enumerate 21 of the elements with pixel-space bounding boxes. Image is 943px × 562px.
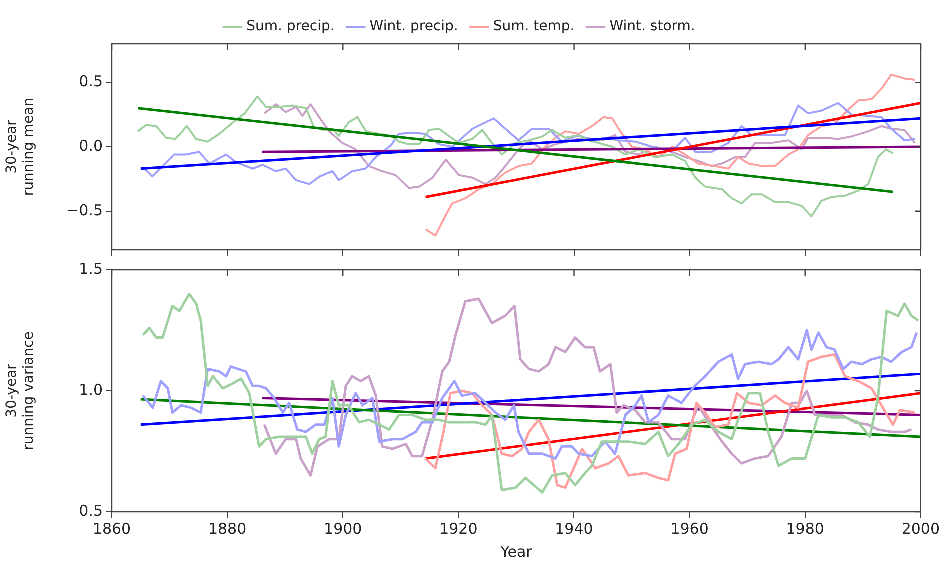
x-tick-label: 1880 [208, 520, 247, 538]
x-tick-label: 1860 [92, 520, 132, 538]
legend-label: Wint. precip. [370, 18, 458, 35]
y-axis-title: 30-year running variance [4, 332, 37, 450]
x-tick-label: 1980 [786, 520, 824, 538]
x-axis-title: Year [500, 542, 534, 561]
y-tick-label: 0.5 [79, 72, 103, 91]
y-tick-label: 1.5 [79, 260, 103, 278]
y-tick-label: −0.5 [66, 201, 103, 220]
legend-label: Sum. temp. [493, 18, 575, 35]
y-tick-label: 0.5 [79, 502, 103, 520]
y-tick-label: 0.0 [79, 136, 103, 155]
legend-label: Wint. storm. [610, 18, 696, 35]
x-tick-label: 1920 [440, 520, 478, 538]
x-tick-label: 1960 [670, 520, 709, 538]
x-tick-label: 2000 [902, 520, 940, 538]
x-tick-label: 1940 [555, 520, 594, 538]
y-tick-label: 1.0 [79, 380, 103, 399]
x-tick-label: 1900 [324, 520, 362, 538]
y-axis-title: 30-year running mean [4, 98, 37, 196]
legend-label: Sum. precip. [246, 18, 335, 35]
